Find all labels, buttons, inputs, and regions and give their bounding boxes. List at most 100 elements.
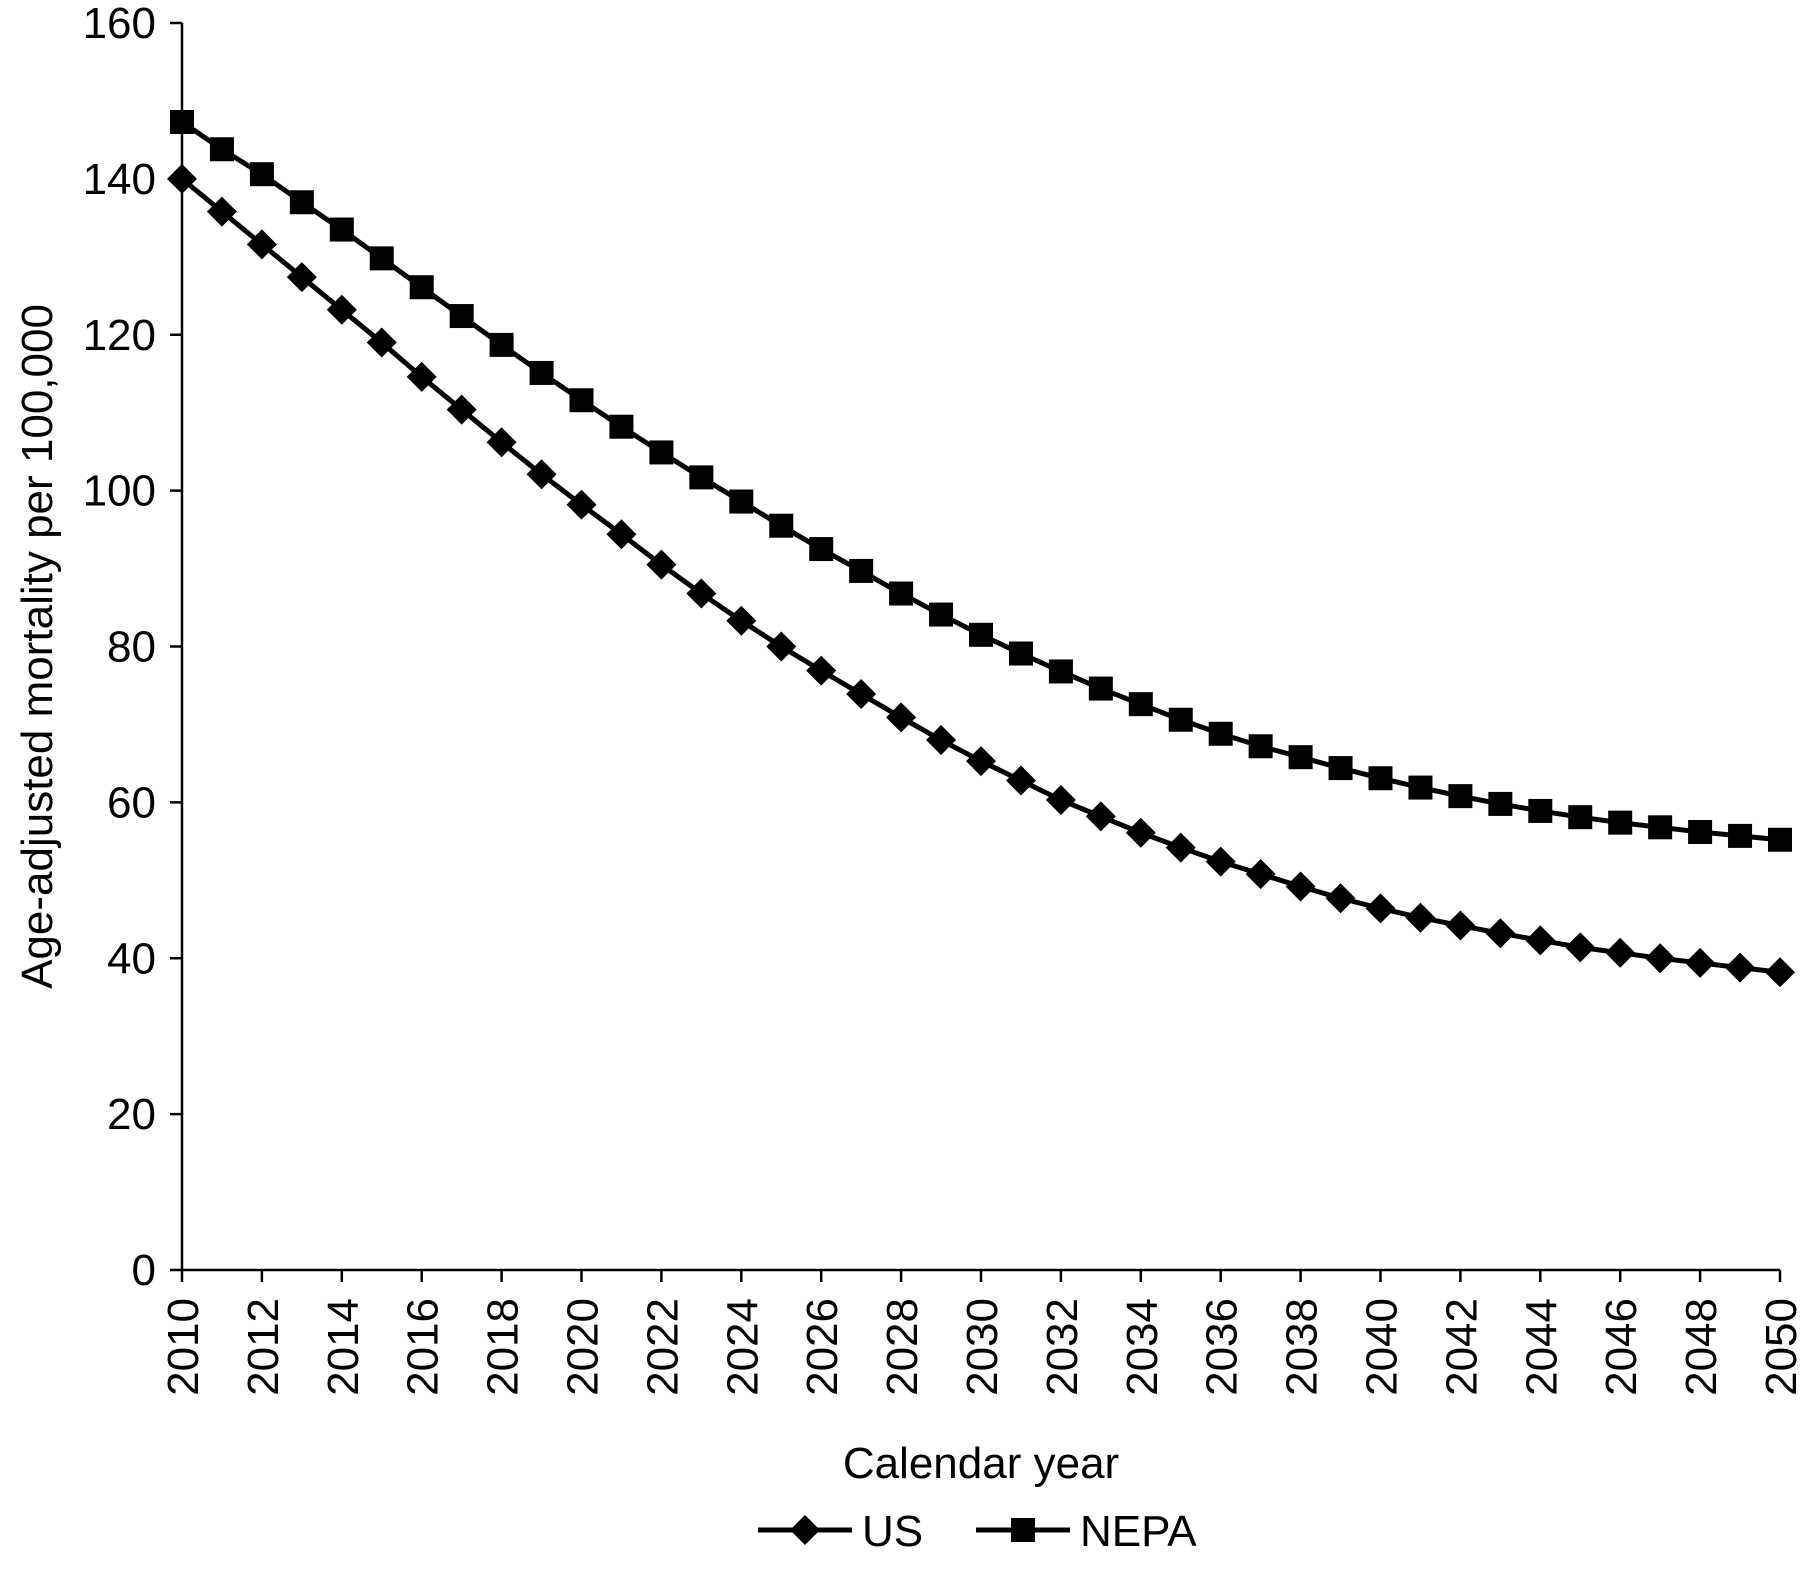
data-point-nepa — [170, 109, 194, 134]
data-point-us — [646, 549, 677, 580]
y-tick-label: 80 — [107, 623, 156, 672]
data-point-us — [326, 294, 357, 325]
data-point-nepa — [1128, 692, 1153, 717]
data-point-nepa — [849, 558, 874, 583]
data-point-us — [1765, 957, 1795, 988]
data-point-nepa — [489, 332, 514, 357]
x-tick-label: 2050 — [1757, 1298, 1800, 1396]
data-point-nepa — [1048, 659, 1073, 684]
x-tick-label: 2048 — [1677, 1298, 1726, 1396]
data-point-nepa — [1648, 815, 1673, 840]
data-point-nepa — [569, 388, 594, 413]
data-point-nepa — [1328, 756, 1353, 781]
data-point-nepa — [209, 137, 234, 162]
data-point-us — [1165, 832, 1196, 863]
x-tick-label: 2012 — [239, 1298, 288, 1396]
plot-markers — [167, 109, 1795, 988]
data-point-nepa — [249, 162, 274, 187]
data-point-nepa — [1008, 641, 1033, 666]
x-tick-label: 2036 — [1198, 1298, 1247, 1396]
data-point-us — [726, 605, 757, 636]
data-point-us — [366, 327, 397, 358]
series-line-nepa — [180, 119, 1781, 843]
data-point-nepa — [369, 246, 394, 271]
data-point-nepa — [1608, 810, 1633, 835]
data-point-us — [1245, 859, 1276, 890]
data-point-nepa — [409, 275, 434, 300]
x-axis-title: Calendar year — [843, 1439, 1119, 1488]
legend-marker-nepa — [1011, 1518, 1035, 1542]
y-tick-label: 20 — [107, 1090, 156, 1139]
legend-label-us: US — [862, 1507, 923, 1556]
data-point-us — [446, 394, 477, 425]
data-point-nepa — [769, 513, 794, 538]
data-point-us — [1605, 937, 1636, 968]
data-point-nepa — [1368, 766, 1393, 791]
data-point-nepa — [929, 602, 954, 627]
y-ticks: 0 20 40 60 80 100 120 140 160 — [83, 0, 182, 1295]
data-point-nepa — [1208, 721, 1233, 746]
x-tick-label: 2030 — [958, 1298, 1007, 1396]
data-point-us — [1565, 932, 1596, 963]
data-point-nepa — [1168, 707, 1193, 732]
x-ticks: 2010 2012 2014 2016 2018 2020 2022 2024 2026 2028… — [159, 1270, 1800, 1396]
x-tick-label: 2028 — [878, 1298, 927, 1396]
data-point-us — [246, 229, 277, 260]
data-point-us — [167, 163, 197, 194]
data-point-us — [1645, 943, 1676, 974]
y-tick-label: 120 — [83, 311, 156, 360]
data-point-us — [1045, 785, 1076, 816]
data-point-nepa — [1248, 734, 1273, 759]
data-point-nepa — [289, 190, 314, 215]
x-tick-label: 2026 — [798, 1298, 847, 1396]
data-point-us — [966, 746, 996, 777]
x-tick-label: 2042 — [1437, 1298, 1486, 1396]
data-point-us — [886, 702, 917, 733]
data-point-us — [1085, 801, 1116, 832]
data-point-nepa — [969, 622, 993, 647]
data-point-nepa — [1448, 784, 1473, 809]
data-point-us — [1005, 765, 1036, 796]
legend: US NEPA — [758, 1507, 1197, 1556]
data-point-us — [1525, 925, 1556, 956]
data-point-nepa — [689, 465, 714, 490]
data-point-nepa — [529, 360, 554, 385]
data-point-us — [1285, 871, 1316, 902]
data-point-nepa — [1768, 827, 1792, 852]
data-point-us — [286, 262, 317, 293]
x-tick-label: 2018 — [479, 1298, 528, 1396]
data-point-nepa — [649, 440, 674, 465]
data-point-us — [486, 427, 517, 458]
data-point-nepa — [1528, 798, 1553, 823]
x-tick-label: 2046 — [1597, 1298, 1646, 1396]
x-tick-label: 2020 — [559, 1298, 608, 1396]
data-point-nepa — [329, 217, 354, 242]
y-tick-label: 100 — [83, 467, 156, 516]
data-point-us — [1405, 902, 1436, 933]
data-point-us — [766, 631, 797, 662]
data-point-nepa — [889, 581, 914, 606]
y-tick-label: 60 — [107, 778, 156, 827]
x-tick-label: 2034 — [1118, 1298, 1167, 1396]
data-point-us — [846, 679, 877, 710]
data-point-us — [1205, 846, 1236, 877]
plot-lines — [180, 119, 1781, 975]
data-point-us — [1365, 893, 1396, 924]
data-point-us — [806, 655, 837, 686]
data-point-us — [1325, 883, 1356, 914]
data-point-nepa — [1088, 676, 1113, 701]
data-point-nepa — [729, 489, 754, 514]
x-tick-label: 2040 — [1358, 1298, 1407, 1396]
data-point-us — [526, 459, 557, 490]
data-point-nepa — [1408, 775, 1433, 800]
data-point-nepa — [449, 304, 474, 329]
data-point-nepa — [1728, 823, 1753, 848]
data-point-us — [1125, 817, 1156, 848]
x-tick-label: 2044 — [1517, 1298, 1566, 1396]
x-tick-label: 2024 — [718, 1298, 767, 1396]
data-point-nepa — [1288, 745, 1313, 770]
y-axis-title: Age-adjusted mortality per 100,000 — [13, 304, 62, 989]
legend-label-nepa: NEPA — [1080, 1507, 1197, 1556]
data-point-us — [926, 725, 957, 756]
